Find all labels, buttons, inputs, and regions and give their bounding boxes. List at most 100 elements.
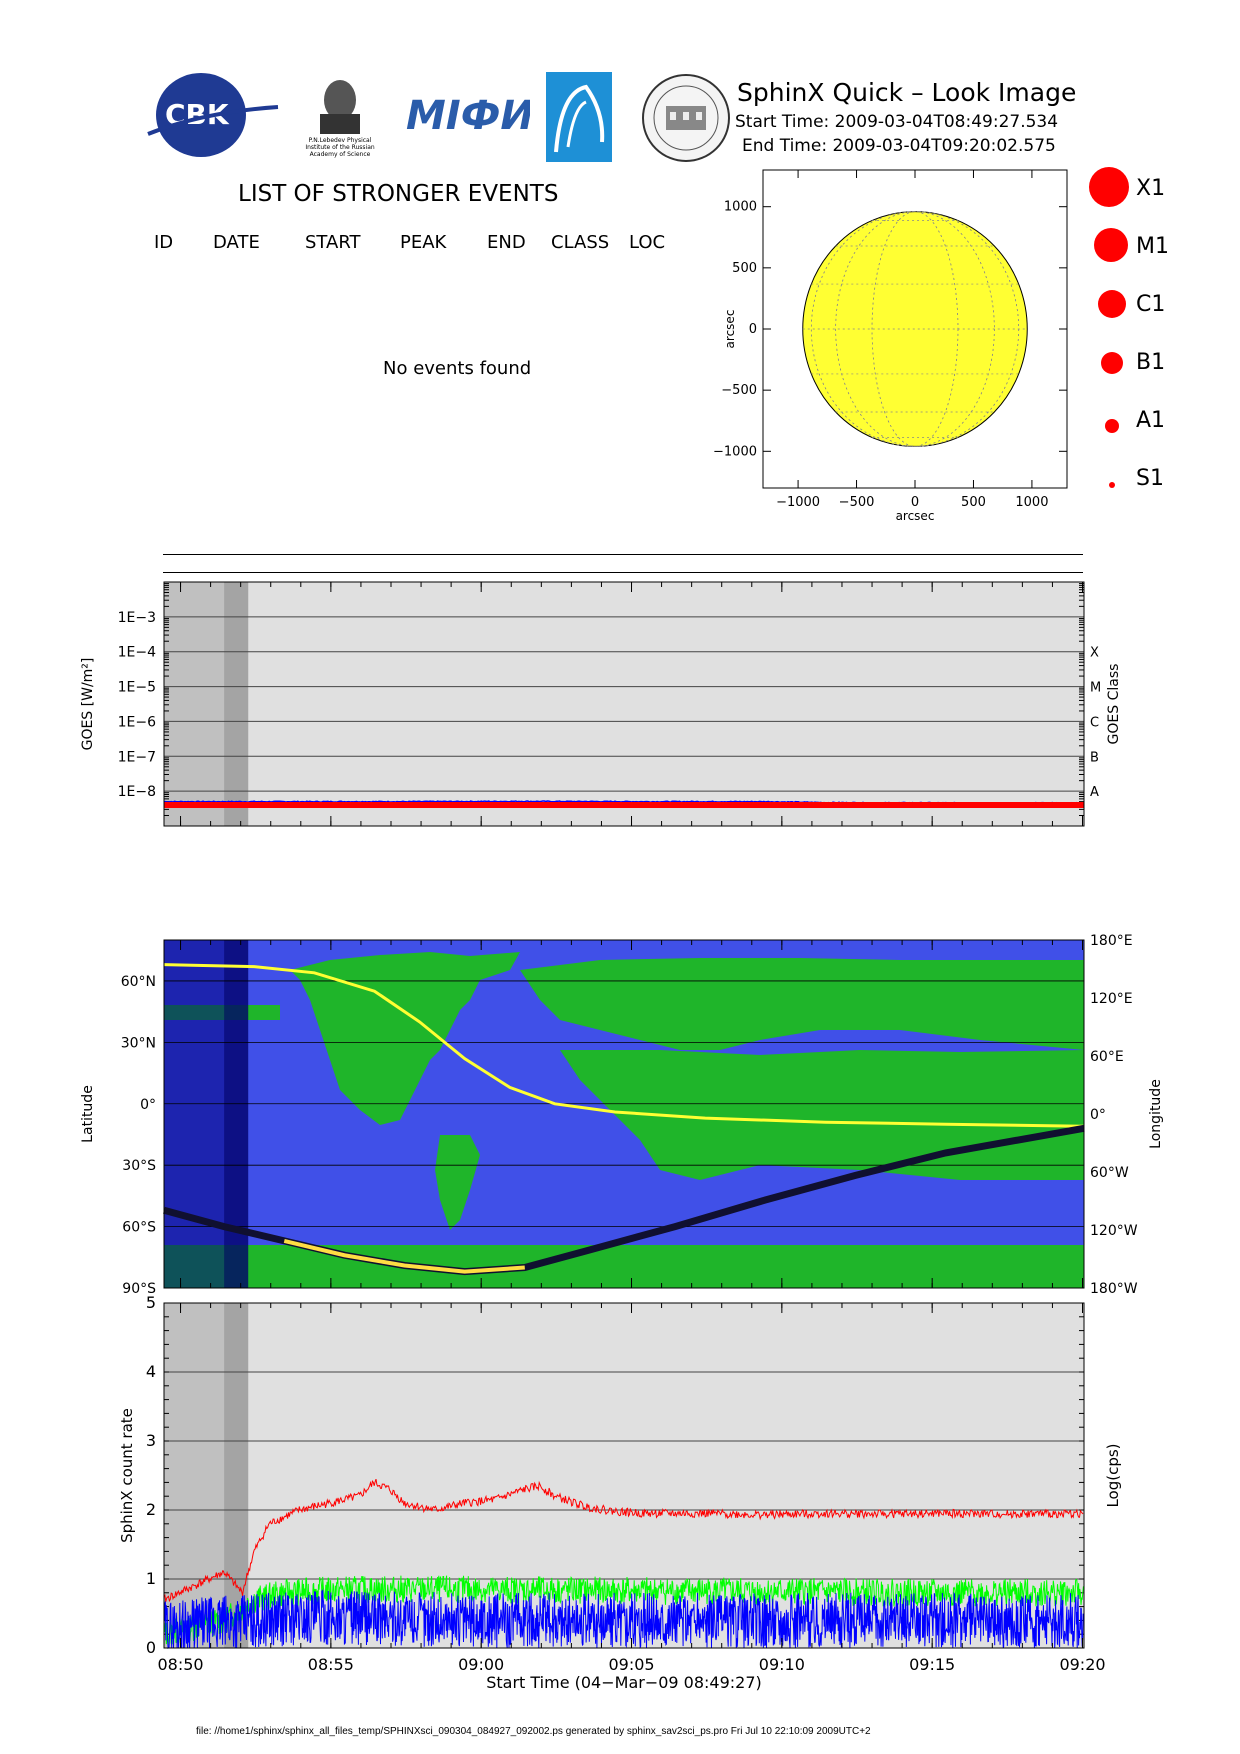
- map-landmass: [435, 1135, 480, 1230]
- disk-ytick-label: 500: [732, 261, 757, 276]
- count-xtick-label: 09:15: [909, 1655, 955, 1674]
- count-xtick-label: 08:50: [157, 1655, 203, 1674]
- map-ylabel: Latitude: [80, 1085, 96, 1143]
- col-loc: LOC: [629, 232, 666, 253]
- col-id: ID: [154, 232, 174, 253]
- goes-class-label: X: [1090, 646, 1099, 661]
- legend-label-s1: S1: [1136, 466, 1164, 491]
- disk-xtick-label: 1000: [1015, 495, 1048, 510]
- count-ytick-label: 4: [146, 1362, 156, 1381]
- map-ytick-label: 60°S: [122, 1220, 156, 1236]
- count-ytick-label: 0: [146, 1638, 156, 1657]
- map-series-track-hot: [283, 1238, 525, 1274]
- map-ytick-label: 60°N: [121, 974, 156, 990]
- solar-disk-chart: −1000 −500 0 500 1000 −1000 −500 0 500 1000 arcsec…: [713, 169, 1068, 523]
- disk-meridian: [810, 211, 1020, 447]
- disk-ytick-label: −500: [721, 383, 757, 398]
- count-xtick-label: 09:00: [458, 1655, 504, 1674]
- end-time: End Time: 2009-03-04T09:20:02.575: [742, 136, 1056, 156]
- count-xtick-label: 08:55: [308, 1655, 354, 1674]
- goes-ytick-label: 1E−5: [118, 680, 156, 696]
- disk-ytick-label: −1000: [713, 444, 757, 459]
- disk-xtick-label: −1000: [776, 495, 820, 510]
- goes-frame: [163, 581, 1085, 827]
- goes-class-label: C: [1090, 715, 1099, 730]
- no-events-message: No events found: [383, 358, 532, 379]
- count-series-red: [163, 1478, 1084, 1603]
- disk-ylabel: arcsec: [723, 310, 737, 349]
- legend-marker-m1: [1094, 228, 1128, 262]
- goes-ylabel-right: GOES Class: [1106, 664, 1122, 745]
- map-ytick-label: 30°N: [121, 1035, 156, 1051]
- map-ytick-label: 30°S: [122, 1158, 156, 1174]
- map-ylabel-right: Longitude: [1148, 1079, 1164, 1149]
- cbk-logo: CBK: [143, 72, 283, 158]
- map-right-tick-label: 120°E: [1090, 991, 1133, 1007]
- goes-ytick-label: 1E−6: [118, 714, 156, 730]
- map-right-tick-label: 120°W: [1090, 1223, 1138, 1239]
- svg-text:P.N.Lebedev Physical: P.N.Lebedev Physical: [309, 137, 372, 144]
- legend-marker-c1: [1098, 290, 1126, 318]
- goes-background: [164, 582, 1084, 826]
- count-ytick-label: 5: [146, 1293, 156, 1312]
- map-landmass: [290, 952, 520, 1125]
- col-start: START: [305, 232, 361, 253]
- count-xtick-label: 09:05: [608, 1655, 654, 1674]
- goes-class-label: M: [1090, 681, 1101, 696]
- svg-text:Academy of Science: Academy of Science: [310, 151, 371, 158]
- legend-label-x1: X1: [1136, 176, 1166, 201]
- map-right-tick-label: 180°E: [1090, 933, 1133, 949]
- legend-marker-s1: [1109, 482, 1115, 488]
- goes-ytick-label: 1E−8: [118, 784, 156, 800]
- mifi-logo: MIФИ: [402, 84, 534, 144]
- count-shade-2: [224, 1303, 249, 1648]
- count-ytick-label: 1: [146, 1569, 156, 1588]
- page-title: SphinX Quick – Look Image: [737, 78, 1077, 107]
- disk-xlabel: arcsec: [896, 509, 935, 523]
- separator-top: [163, 554, 1083, 555]
- disk-ytick-label: 1000: [724, 200, 757, 215]
- count-xlabel: Start Time (04−Mar−09 08:49:27): [486, 1673, 762, 1692]
- blue-arc-logo: [546, 72, 612, 162]
- goes-ytick-label: 1E−7: [118, 749, 156, 765]
- disk-xtick-label: 0: [911, 495, 919, 510]
- map-series-yellow: [163, 963, 1085, 1128]
- col-class: CLASS: [551, 232, 610, 253]
- map-right-tick-label: 0°: [1090, 1107, 1106, 1123]
- legend-label-b1: B1: [1136, 350, 1166, 375]
- map-right-tick-label: 60°E: [1090, 1049, 1124, 1065]
- goes-class-label: A: [1090, 785, 1099, 800]
- start-time: Start Time: 2009-03-04T08:49:27.534: [735, 112, 1059, 132]
- col-peak: PEAK: [400, 232, 447, 253]
- map-landmass: [560, 1050, 1084, 1180]
- footer-file-info: file: //home1/sphinx/sphinx_all_files_te…: [196, 1726, 871, 1737]
- map-frame: [163, 939, 1085, 1289]
- map-landmass: [164, 1245, 1084, 1288]
- goes-ytick-label: 1E−4: [118, 645, 156, 661]
- disk-ytick-label: 0: [749, 322, 757, 337]
- svg-text:MIФИ: MIФИ: [406, 93, 530, 139]
- disk-meridian: [835, 211, 995, 447]
- disk-xtick-label: −500: [839, 495, 875, 510]
- size-legend: [1085, 160, 1195, 500]
- time-series-panels: 1E−8 1E−7 1E−6 1E−5 1E−4 1E−3 A B C M X GOES [W/m²]…: [80, 581, 1164, 1692]
- event-list-title: LIST OF STRONGER EVENTS: [238, 181, 559, 207]
- legend-label-c1: C1: [1136, 292, 1166, 317]
- goes-shade-2: [224, 582, 249, 826]
- seal-logo: [640, 72, 732, 164]
- count-ytick-label: 3: [146, 1431, 156, 1450]
- legend-marker-a1: [1105, 419, 1119, 433]
- separator-bottom: [163, 572, 1083, 573]
- legend-marker-b1: [1101, 352, 1123, 374]
- map-ytick-label: 90°S: [122, 1281, 156, 1297]
- legend-marker-x1: [1089, 167, 1129, 207]
- disk-meridian: [871, 211, 959, 447]
- lebedev-logo: P.N.Lebedev Physical Institute of the Ru…: [290, 72, 390, 162]
- goes-class-label: B: [1090, 750, 1099, 765]
- goes-ylabel: GOES [W/m²]: [80, 658, 96, 751]
- col-end: END: [487, 232, 526, 253]
- count-xtick-label: 09:10: [759, 1655, 805, 1674]
- svg-text:Institute of the Russian: Institute of the Russian: [305, 144, 375, 151]
- goes-ytick-label: 1E−3: [118, 610, 156, 626]
- col-date: DATE: [213, 232, 260, 253]
